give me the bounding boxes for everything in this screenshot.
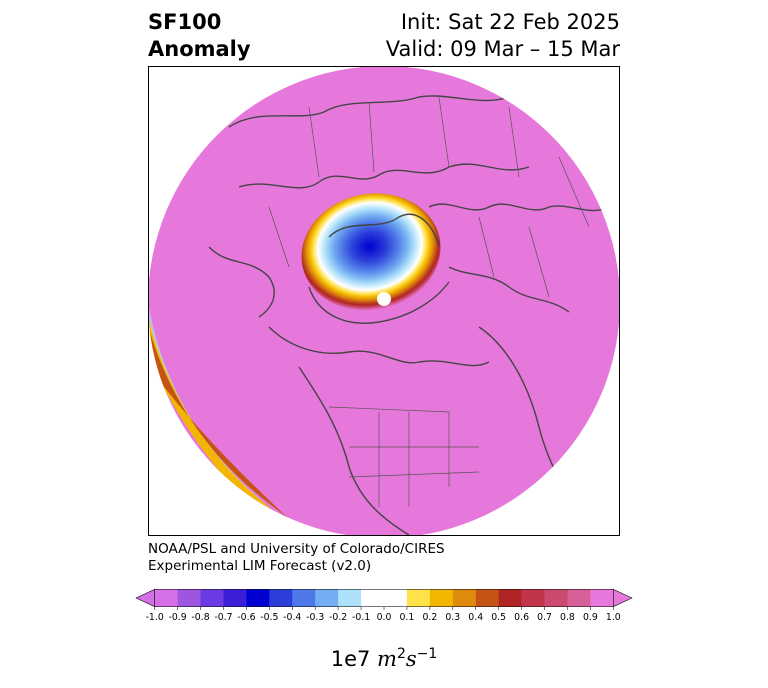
colorbar-cell (452, 589, 477, 607)
colorbar-cell (406, 589, 431, 607)
colorbar-extend-low (135, 588, 155, 608)
colorbar-tick-label: -0.4 (283, 612, 301, 623)
colorbar-cell (590, 589, 614, 607)
colorbar-cell (567, 589, 591, 607)
units-s-exp: −1 (416, 646, 438, 662)
colorbar-cell (200, 589, 224, 607)
colorbar-cell (384, 589, 408, 607)
colorbar-tick-label: -0.7 (214, 612, 232, 623)
colorbar-cell (361, 589, 385, 607)
colorbar-units-label: 1e7 m2s−1 (0, 646, 768, 671)
colorbar-tick-label: 1.0 (606, 612, 621, 623)
units-m: m (377, 647, 397, 671)
init-date-label: Init: Sat 22 Feb 2025 (400, 10, 620, 34)
colorbar: -1.0 -0.9 -0.8 -0.7 -0.6 -0.5 -0.4 -0.3 -0.2 -0.1… (135, 588, 633, 623)
colorbar-tick-label: -1.0 (146, 612, 164, 623)
colorbar-tick-label: -0.2 (329, 612, 347, 623)
colorbar-tick-label: -0.8 (191, 612, 209, 623)
colorbar-tick-label: -0.5 (260, 612, 278, 623)
valid-range-label: Valid: 09 Mar – 15 Mar (385, 37, 620, 61)
colorbar-cell (544, 589, 568, 607)
colorbar-tick-label: -0.1 (352, 612, 370, 623)
colorbar-cell (429, 589, 454, 607)
anomaly-white-spot (377, 292, 391, 306)
colorbar-tick-label: -0.9 (168, 612, 186, 623)
colorbar-tick-label: -0.6 (237, 612, 255, 623)
colorbar-tick-label: -0.3 (306, 612, 324, 623)
colorbar-tick-label: 0.2 (422, 612, 437, 623)
units-s: s (405, 647, 417, 671)
credit-line-1: NOAA/PSL and University of Colorado/CIRE… (148, 541, 445, 557)
colorbar-tick-label: 0.9 (583, 612, 598, 623)
colorbar-cell (338, 589, 362, 607)
credit-line-2: Experimental LIM Forecast (v2.0) (148, 558, 372, 574)
colorbar-cell (269, 589, 293, 607)
colorbar-cell (475, 589, 499, 607)
colorbar-cell (315, 589, 339, 607)
polar-map (149, 67, 619, 535)
colorbar-tick-label: 0.7 (537, 612, 552, 623)
map-title-kind: Anomaly (148, 37, 251, 61)
colorbar-extend-high (613, 588, 633, 608)
colorbar-tick-label: 0.1 (400, 612, 415, 623)
colorbar-cell (154, 589, 178, 607)
map-title-variable: SF100 (148, 10, 222, 34)
units-m-exp: 2 (396, 646, 406, 662)
colorbar-tick-label: 0.3 (445, 612, 460, 623)
colorbar-cell (498, 589, 522, 607)
units-prefix: 1e7 (330, 647, 378, 671)
colorbar-tick-label: 0.8 (560, 612, 575, 623)
map-frame (148, 66, 620, 536)
colorbar-tick-label: 0.4 (468, 612, 483, 623)
colorbar-cell (292, 589, 316, 607)
negative-anomaly-core (301, 193, 441, 311)
colorbar-cell (521, 589, 545, 607)
colorbar-cell (223, 589, 247, 607)
colorbar-cell (177, 589, 201, 607)
colorbar-cell (246, 589, 270, 607)
colorbar-tick-label: 0.6 (514, 612, 529, 623)
borders (268, 96, 590, 507)
colorbar-tick-label: 0.5 (491, 612, 506, 623)
colorbar-tick-label: 0.0 (377, 612, 392, 623)
